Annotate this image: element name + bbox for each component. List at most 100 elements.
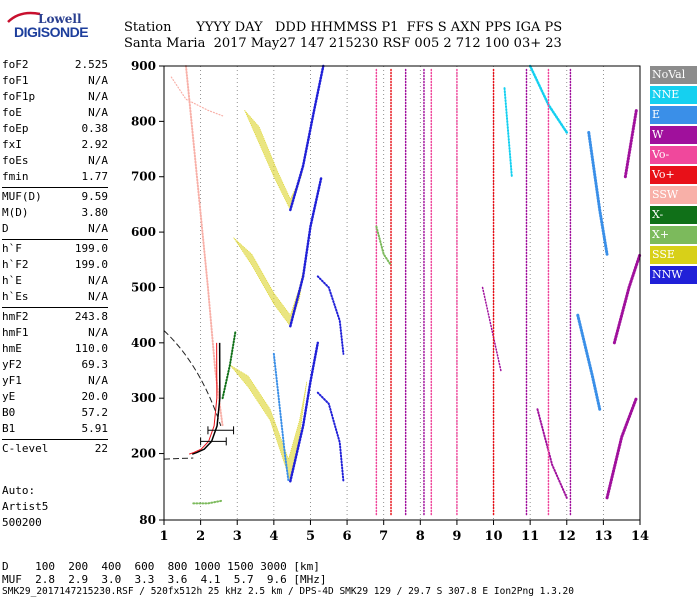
param-row: h`F 199.0 [2,242,108,258]
param-value: N/A [88,154,108,167]
echo-nne [503,87,513,178]
param-row: foF2 2.525 [2,58,108,74]
echo-ssw [170,76,224,117]
auto-code: 500200 [2,516,42,529]
echo-nnw [316,391,345,483]
param-name: yE [2,390,16,403]
legend-item-nnw: NNW [650,266,697,284]
param-value: 2.92 [81,138,109,151]
plot-frame [163,65,641,521]
echo-w [623,108,638,179]
ionogram-chart: 1 2 3 4 5 6 7 8 9 10 11 12 13 14802003004005006007008… [131,59,649,544]
echo-e [576,313,602,411]
param-name: fmin [2,170,29,183]
param-row: yE 20.0 [2,390,108,406]
y-tick-label: 300 [131,391,156,405]
model-curve [163,330,222,427]
echo-w [605,396,638,500]
logo-lowell: Lowell [38,12,82,26]
param-value: N/A [88,290,108,303]
y-tick-label: 800 [131,114,156,128]
echo-nnw [289,64,325,212]
param-value: 1.77 [81,170,109,183]
param-row: yF1 N/A [2,374,108,390]
x-tick-label: 4 [269,529,278,544]
legend-item-x-: X- [650,206,697,224]
param-row: C-level 22 [2,442,108,458]
param-value: 199.0 [74,258,108,271]
param-name: yF1 [2,374,22,387]
param-row: D N/A [2,222,108,238]
param-name: h`Es [2,290,29,303]
param-separator [2,239,108,240]
param-row: foEp 0.38 [2,122,108,138]
param-value: 0.38 [81,122,109,135]
echo-band-sse [233,237,308,327]
param-name: B0 [2,406,16,419]
legend-item-ssw: SSW [650,186,697,204]
param-name: foEs [2,154,29,167]
echo-w [536,408,568,499]
param-name: hmF2 [2,310,29,323]
x-tick-label: 9 [452,529,461,544]
param-row: yF2 69.3 [2,358,108,374]
logo-digisonde: DIGISONDE [14,24,89,40]
y-tick-label: 600 [131,225,156,239]
legend-item-vo-: Vo- [650,146,697,164]
param-value: 69.3 [81,358,109,371]
param-name: foE [2,106,22,119]
param-value: 110.0 [74,342,108,355]
param-separator [2,187,108,188]
param-name: C-level [2,442,49,455]
y-tick-label: 500 [131,280,156,294]
param-name: h`E [2,274,22,287]
echo-x-plus [375,225,393,267]
param-name: B1 [2,422,16,435]
param-row: foF1p N/A [2,90,108,106]
param-name: fxI [2,138,22,151]
model-base [163,457,194,460]
x-tick-label: 14 [631,529,649,544]
echo-w [612,252,642,345]
param-name: yF2 [2,358,22,371]
param-row: h`F2 199.0 [2,258,108,274]
param-name: h`F2 [2,258,29,271]
echo-nnw [316,275,345,355]
x-tick-label: 11 [521,529,539,544]
distance-row: D 100 200 400 600 800 1000 1500 3000 [km… [2,560,320,573]
param-separator [2,439,108,440]
x-tick-label: 6 [343,529,352,544]
param-value: 3.80 [81,206,109,219]
header-labels: Station YYYY DAY DDD HHMMSS P1 FFS S AXN… [124,20,563,35]
param-value: 57.2 [81,406,109,419]
param-name: D [2,222,9,235]
param-value: N/A [88,374,108,387]
param-value: N/A [88,106,108,119]
x-tick-label: 8 [416,529,425,544]
echo-x-plus [192,499,224,505]
param-row: hmE 110.0 [2,342,108,358]
x-tick-label: 13 [594,529,612,544]
param-name: hmE [2,342,22,355]
y-tick-label: 900 [131,59,156,73]
header-values: Santa Maria 2017 May27 147 215230 RSF 00… [124,36,562,51]
echo-nnw [289,341,320,483]
legend-item-w: W [650,126,697,144]
param-value: 199.0 [74,242,108,255]
x-tick-label: 3 [233,529,242,544]
param-row: foE N/A [2,106,108,122]
param-separator [2,307,108,308]
param-value: 9.59 [81,190,109,203]
param-row: hmF2 243.8 [2,310,108,326]
param-value: 22 [94,442,108,455]
param-name: MUF(D) [2,190,42,203]
legend-item-noval: NoVal [650,66,697,84]
x-tick-label: 7 [379,529,388,544]
param-row: fmin 1.77 [2,170,108,186]
auto-artist: Artist5 [2,500,49,513]
echo-nnw [289,175,323,328]
legend-item-x+: X+ [650,226,697,244]
logo-swoosh-icon [7,11,41,23]
param-value: N/A [88,222,108,235]
x-tick-label: 2 [196,529,205,544]
